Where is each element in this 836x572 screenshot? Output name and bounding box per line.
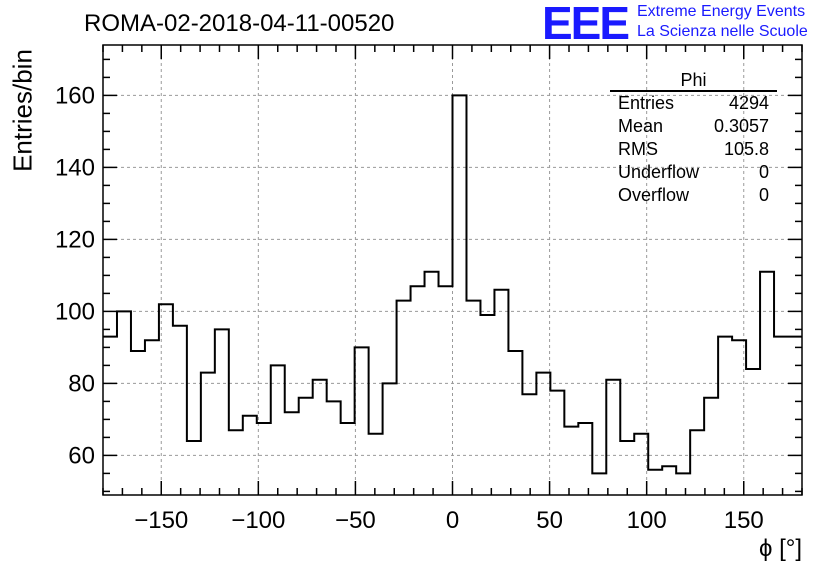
axis-ticks (102, 45, 803, 495)
y-tick-label: 140 (55, 154, 95, 181)
plot-title: ROMA-02-2018-04-11-00520 (84, 10, 395, 37)
x-tick-label: 100 (627, 507, 667, 534)
stats-label: Overflow (618, 185, 690, 205)
org-name-line2: La Scienza nelle Scuole (637, 23, 808, 40)
stats-label: Entries (618, 93, 675, 113)
x-tick-label: −150 (134, 507, 188, 534)
org-name-line1: Extreme Energy Events (637, 3, 806, 20)
histogram-series (103, 94, 802, 475)
y-tick-label: 100 (55, 298, 95, 325)
y-tick-label: 120 (55, 226, 95, 253)
stats-box-title: Phi (610, 70, 777, 92)
x-axis-label: ϕ [°] (758, 535, 802, 562)
stats-box: Phi Entries 4294 Mean 0.3057 RMS 105.8 Unde… (610, 70, 777, 207)
stats-row: RMS 105.8 (610, 138, 777, 161)
x-tick-label: 0 (446, 507, 459, 534)
eee-logo: EEE (542, 0, 630, 49)
y-tick-label: 160 (55, 82, 95, 109)
x-tick-label: 50 (536, 507, 563, 534)
x-tick-label: −50 (335, 507, 376, 534)
stats-value: 0 (758, 162, 769, 182)
y-tick-labels: 60 80 100 120 140 160 (55, 82, 95, 469)
y-axis-label: Entries/bin (7, 49, 38, 172)
stats-value: 105.8 (723, 139, 769, 159)
stats-row: Overflow 0 (610, 184, 777, 207)
stats-value: 0 (758, 185, 769, 205)
stats-value: 0.3057 (713, 116, 769, 136)
stats-label: Mean (618, 116, 664, 136)
stats-label: RMS (618, 139, 658, 159)
x-tick-label: 150 (724, 507, 764, 534)
stats-row: Underflow 0 (610, 161, 777, 184)
stats-row: Entries 4294 (610, 92, 777, 115)
y-tick-label: 80 (68, 370, 95, 397)
x-tick-label: −100 (231, 507, 285, 534)
stats-value: 4294 (728, 93, 769, 113)
stats-row: Mean 0.3057 (610, 115, 777, 138)
y-tick-label: 60 (68, 442, 95, 469)
stats-label: Underflow (618, 162, 700, 182)
x-tick-labels: −150 −100 −50 0 50 100 150 (134, 507, 764, 534)
